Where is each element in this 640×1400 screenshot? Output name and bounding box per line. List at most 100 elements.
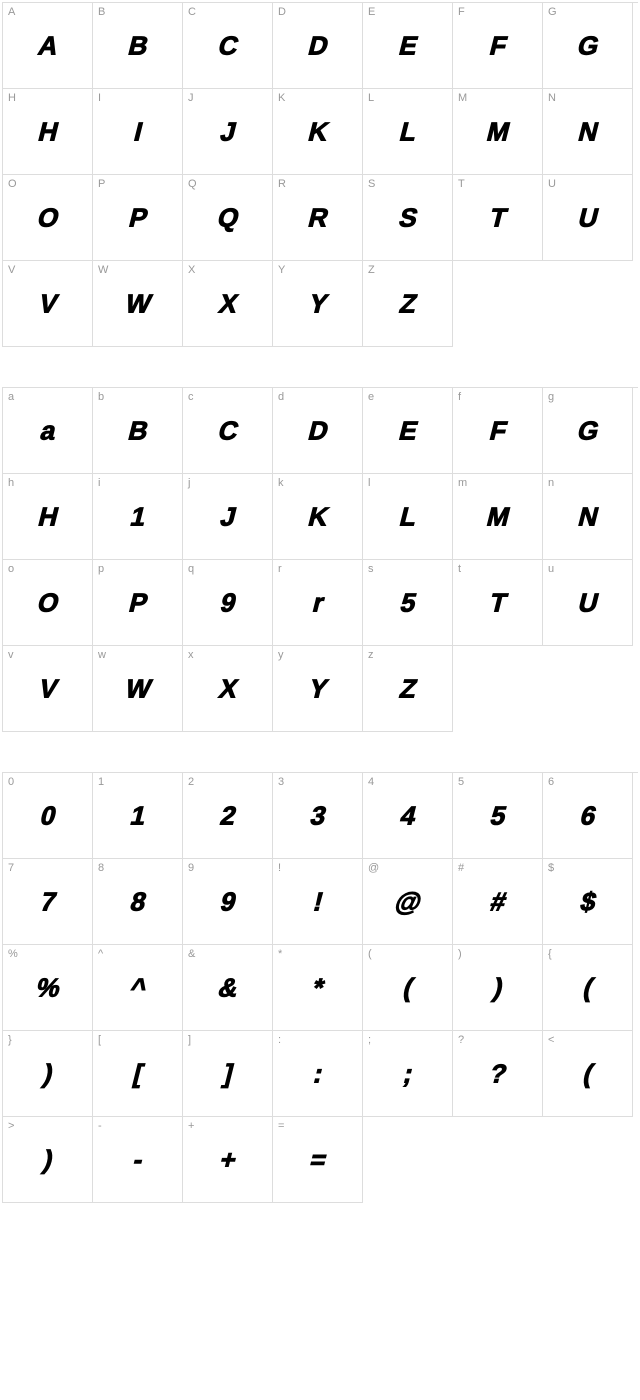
- glyph-char: 1: [127, 800, 148, 831]
- glyph-cell: ]]: [183, 1031, 273, 1117]
- glyph-label: y: [278, 649, 284, 661]
- glyph-cell: ^^: [93, 945, 183, 1031]
- glyph-char: A: [35, 30, 61, 61]
- glyph-char: D: [305, 30, 331, 61]
- glyph-cell: LL: [363, 89, 453, 175]
- glyph-cell: QQ: [183, 175, 273, 261]
- glyph-cell: ;;: [363, 1031, 453, 1117]
- glyph-char: Z: [396, 673, 419, 704]
- glyph-cell: 99: [183, 859, 273, 945]
- glyph-char: H: [35, 501, 61, 532]
- glyph-label: X: [188, 264, 195, 276]
- glyph-cell: PP: [93, 175, 183, 261]
- glyph-char: J: [217, 116, 238, 147]
- glyph-cell: TT: [453, 175, 543, 261]
- glyph-char: (: [400, 972, 415, 1003]
- glyph-char: V: [35, 673, 59, 704]
- glyph-label: R: [278, 178, 286, 190]
- glyph-cell: kK: [273, 474, 363, 560]
- glyph-label: Y: [278, 264, 285, 276]
- glyph-cell: GG: [543, 3, 633, 89]
- glyph-cell: q9: [183, 560, 273, 646]
- glyph-label: 6: [548, 776, 554, 788]
- glyph-label: G: [548, 6, 557, 18]
- glyph-cell: lL: [363, 474, 453, 560]
- glyph-cell: 44: [363, 773, 453, 859]
- glyph-cell: &&: [183, 945, 273, 1031]
- glyph-cell: EE: [363, 3, 453, 89]
- glyph-cell: RR: [273, 175, 363, 261]
- glyph-char: ): [40, 1144, 55, 1175]
- glyph-char: $: [577, 886, 598, 917]
- glyph-label: 4: [368, 776, 374, 788]
- glyph-label: D: [278, 6, 286, 18]
- glyph-char: *: [309, 972, 326, 1003]
- glyph-cell: wW: [93, 646, 183, 732]
- glyph-label: s: [368, 563, 374, 575]
- glyph-label: i: [98, 477, 100, 489]
- glyph-cell: 88: [93, 859, 183, 945]
- glyph-label: n: [548, 477, 554, 489]
- glyph-cell: $$: [543, 859, 633, 945]
- glyph-label: M: [458, 92, 467, 104]
- glyph-label: F: [458, 6, 465, 18]
- glyph-cell: DD: [273, 3, 363, 89]
- glyph-cell: nN: [543, 474, 633, 560]
- glyph-cell: AA: [3, 3, 93, 89]
- glyph-char: ): [40, 1058, 55, 1089]
- glyph-char: K: [305, 116, 331, 147]
- glyph-char: Y: [305, 288, 329, 319]
- glyph-char: 4: [397, 800, 418, 831]
- glyph-char: G: [574, 30, 601, 61]
- glyph-cell: KK: [273, 89, 363, 175]
- glyph-label: p: [98, 563, 104, 575]
- glyph-label: V: [8, 264, 15, 276]
- glyph-char: !: [310, 886, 325, 917]
- glyph-label: {: [548, 948, 552, 960]
- glyph-label: S: [368, 178, 375, 190]
- glyph-label: [: [98, 1034, 101, 1046]
- glyph-label: x: [188, 649, 194, 661]
- glyph-char: V: [35, 288, 59, 319]
- glyph-char: Q: [214, 202, 241, 233]
- glyph-label: f: [458, 391, 461, 403]
- glyph-label: N: [548, 92, 556, 104]
- glyph-label: A: [8, 6, 15, 18]
- glyph-cell: ==: [273, 1117, 363, 1203]
- glyph-label: >: [8, 1120, 14, 1132]
- glyph-char: ): [490, 972, 505, 1003]
- glyph-char: 0: [37, 800, 58, 831]
- glyph-cell: **: [273, 945, 363, 1031]
- glyph-label: +: [188, 1120, 194, 1132]
- glyph-label: T: [458, 178, 465, 190]
- glyph-label: K: [278, 92, 285, 104]
- glyph-label: ]: [188, 1034, 191, 1046]
- glyph-label: C: [188, 6, 196, 18]
- glyph-cell: yY: [273, 646, 363, 732]
- glyph-label: Z: [368, 264, 375, 276]
- glyph-label: z: [368, 649, 374, 661]
- glyph-label: ?: [458, 1034, 464, 1046]
- glyph-label: 3: [278, 776, 284, 788]
- glyph-char: F: [486, 415, 509, 446]
- glyph-label: 5: [458, 776, 464, 788]
- glyph-label: $: [548, 862, 554, 874]
- glyph-label: j: [188, 477, 190, 489]
- glyph-cell: xX: [183, 646, 273, 732]
- glyph-char: M: [483, 501, 511, 532]
- glyph-label: U: [548, 178, 556, 190]
- glyph-char: ?: [486, 1058, 509, 1089]
- glyph-label: r: [278, 563, 282, 575]
- glyph-cell: eE: [363, 388, 453, 474]
- glyph-cell: aa: [3, 388, 93, 474]
- glyph-label: @: [368, 862, 379, 874]
- glyph-char: X: [215, 673, 239, 704]
- glyph-cell: ZZ: [363, 261, 453, 347]
- glyph-char: 8: [127, 886, 148, 917]
- glyph-cell: ::: [273, 1031, 363, 1117]
- glyph-label: P: [98, 178, 105, 190]
- glyph-char: D: [305, 415, 331, 446]
- glyph-cell: OO: [3, 175, 93, 261]
- glyph-label: b: [98, 391, 104, 403]
- glyph-label: (: [368, 948, 372, 960]
